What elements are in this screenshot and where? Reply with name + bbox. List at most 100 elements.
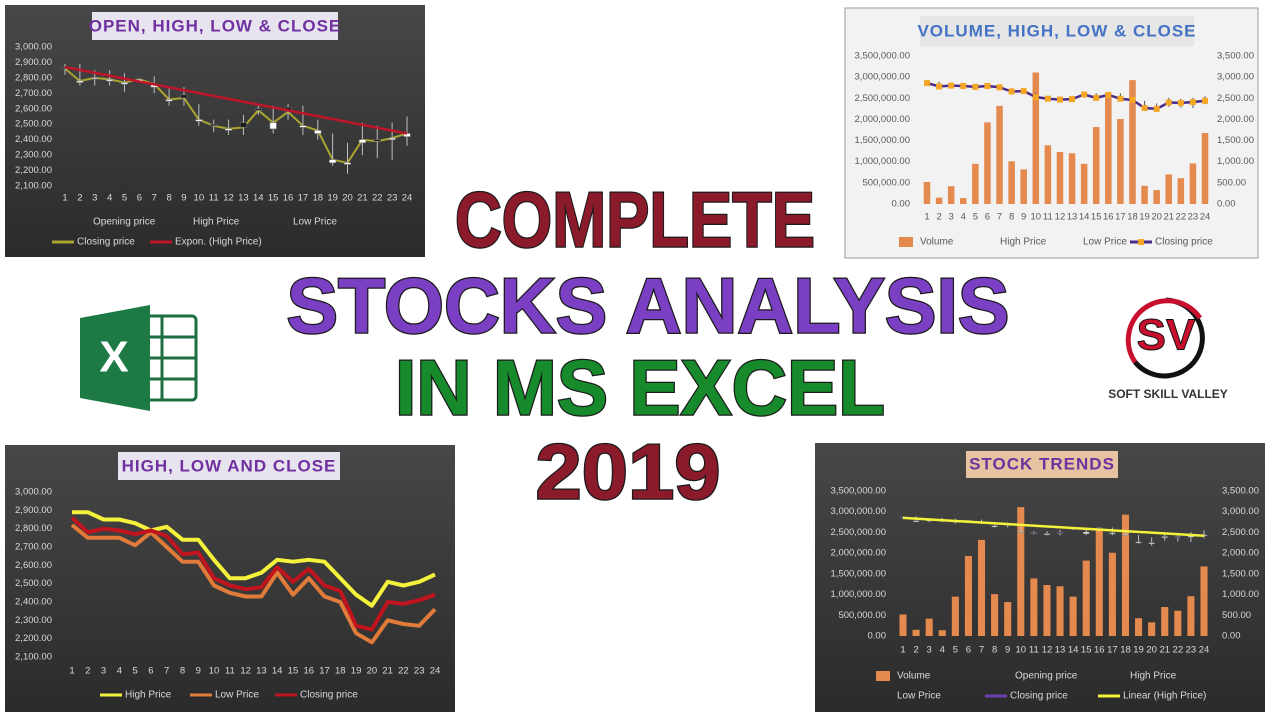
- x-tick-label: 5: [953, 645, 958, 656]
- marker: [960, 83, 967, 90]
- x-tick-label: 14: [253, 193, 264, 204]
- x-tick-label: 11: [209, 193, 219, 204]
- legend-swatch: [899, 237, 913, 247]
- y-tick-label: 2,400.00: [15, 597, 52, 608]
- x-tick-label: 8: [180, 666, 185, 677]
- x-tick-label: 24: [430, 666, 441, 677]
- bar: [1117, 119, 1124, 204]
- x-tick-label: 7: [997, 212, 1002, 223]
- bar: [1105, 93, 1112, 204]
- y-tick-label: 2,500.00: [1222, 527, 1259, 538]
- x-tick-label: 13: [256, 666, 267, 677]
- legend-label: Opening price: [1015, 671, 1078, 682]
- bar: [991, 594, 999, 636]
- x-tick-label: 4: [107, 193, 112, 204]
- x-tick-label: 8: [1009, 212, 1014, 223]
- x-tick-label: 23: [1186, 645, 1197, 656]
- x-tick-label: 8: [166, 193, 171, 204]
- candle-body: [225, 128, 233, 131]
- bar: [1135, 618, 1143, 636]
- x-tick-label: 7: [164, 666, 169, 677]
- logo: SV SOFT SKILL VALLEY: [1108, 297, 1228, 401]
- bar: [1165, 174, 1173, 204]
- x-tick-label: 10: [209, 666, 220, 677]
- icon-letter: X: [99, 333, 128, 382]
- bar: [1161, 607, 1169, 636]
- x-tick-label: 17: [1107, 645, 1118, 656]
- x-tick-label: 23: [414, 666, 425, 677]
- y-tick-label: 3,000.00: [15, 487, 52, 498]
- x-tick-label: 18: [312, 193, 323, 204]
- bar: [1189, 163, 1197, 204]
- y-tick-label: 1,500.00: [1217, 135, 1254, 146]
- x-tick-label: 1: [924, 212, 929, 223]
- legend-label: Linear (High Price): [1123, 691, 1206, 702]
- chart: 2,100.00 2,200.00 2,300.00 2,400.00 2,500.00…: [15, 487, 440, 701]
- bar: [1108, 552, 1116, 636]
- x-tick-label: 3: [101, 666, 106, 677]
- bar: [1080, 163, 1088, 204]
- candle-body: [344, 162, 352, 165]
- candle-body: [195, 119, 203, 122]
- y-tick-label: 2,700.00: [15, 88, 52, 99]
- bar: [1153, 190, 1160, 204]
- x-tick-label: 12: [1055, 212, 1066, 223]
- x-tick-label: 23: [1188, 212, 1199, 223]
- trendline: [902, 516, 1205, 537]
- bar: [1030, 578, 1038, 636]
- y-tick-label: 2,900.00: [15, 505, 52, 516]
- marker: [936, 83, 943, 90]
- bar: [1121, 514, 1130, 636]
- x-tick-label: 11: [1043, 212, 1053, 223]
- y-tick-label: 2,100.00: [15, 181, 52, 192]
- y-tick-label: 500.00: [1217, 177, 1246, 188]
- legend-label: Opening price: [93, 217, 156, 228]
- x-tick-label: 16: [283, 193, 294, 204]
- chart: 0.00 500,000.00 1,000,000.00 1,500,000.00 2,…: [855, 51, 1254, 248]
- candle-body: [329, 159, 337, 164]
- bar: [899, 614, 907, 636]
- y-tick-label: 1,000.00: [1222, 589, 1259, 600]
- x-tick-label: 23: [387, 193, 398, 204]
- bar: [1082, 560, 1090, 636]
- x-tick-label: 20: [1146, 645, 1157, 656]
- candle-body: [76, 80, 84, 83]
- candle-body: [912, 520, 920, 523]
- marker: [948, 82, 955, 89]
- chart-title: STOCK TRENDS: [969, 454, 1115, 473]
- marker: [924, 80, 930, 87]
- logo-name: SOFT SKILL VALLEY: [1108, 387, 1228, 401]
- panel: [5, 5, 425, 257]
- x-tick-label: 4: [117, 666, 122, 677]
- y-tick-label: 2,200.00: [15, 633, 52, 644]
- legend-label: Closing price: [1155, 237, 1213, 248]
- bar: [925, 618, 933, 636]
- x-tick-label: 14: [272, 666, 283, 677]
- x-tick-label: 19: [351, 666, 362, 677]
- bar: [935, 197, 943, 204]
- y-tick-label: 2,800.00: [15, 523, 52, 534]
- legend-marker: [1138, 239, 1144, 245]
- legend-label: Low Price: [897, 691, 941, 702]
- x-tick-label: 22: [1176, 212, 1187, 223]
- marker: [1105, 91, 1112, 98]
- x-tick-label: 13: [238, 193, 249, 204]
- x-tick-label: 4: [940, 645, 945, 656]
- x-tick-label: 15: [288, 666, 299, 677]
- y-tick-label: 2,500.00: [15, 578, 52, 589]
- x-tick-label: 15: [1091, 212, 1102, 223]
- bar: [1092, 127, 1100, 204]
- candle-body: [991, 525, 998, 528]
- x-tick-label: 9: [1021, 212, 1026, 223]
- panel: [815, 443, 1265, 712]
- x-tick-label: 9: [1005, 645, 1010, 656]
- marker: [1020, 88, 1027, 95]
- y-tick-label: 2,500,000.00: [855, 93, 910, 104]
- headline: COMPLETE: [455, 176, 815, 264]
- x-tick-label: 14: [1068, 645, 1079, 656]
- x-tick-label: 20: [367, 666, 378, 677]
- x-tick-label: 3: [949, 212, 954, 223]
- legend-label: Volume: [920, 237, 954, 248]
- headline: IN MS EXCEL: [395, 344, 885, 432]
- legend-label: Closing price: [300, 690, 358, 701]
